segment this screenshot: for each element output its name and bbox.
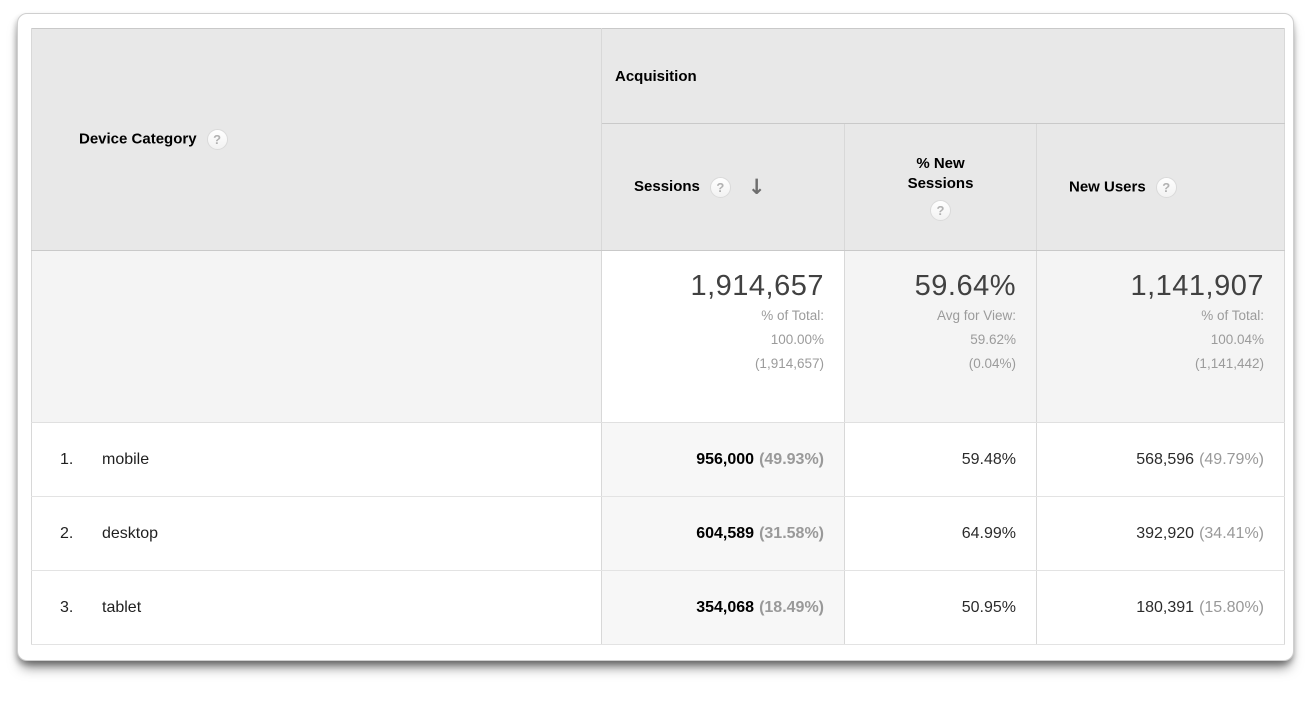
summary-dimension-cell — [31, 250, 602, 423]
sessions-percent: (18.49%) — [759, 598, 824, 616]
sessions-cell: 354,068 (18.49%) — [601, 570, 845, 645]
device-name: desktop — [102, 524, 159, 542]
metric-header-row: Sessions? ↓ % New Sessions ? New Users? — [32, 123, 1285, 251]
new-users-cell: 392,920 (34.41%) — [1036, 496, 1285, 571]
group-header-acquisition: Acquisition — [601, 28, 1285, 124]
sessions-percent: (49.93%) — [759, 450, 824, 468]
new-users-cell: 180,391 (15.80%) — [1036, 570, 1285, 645]
table-row-mobile: 1. mobile 956,000 (49.93%) 59.48% 568,596(… — [31, 422, 1285, 497]
table-row-desktop: 2. desktop 604,589 (31.58%) 64.99% 392,920… — [31, 496, 1285, 571]
row-index: 3. — [60, 598, 74, 616]
sessions-total-caption: % of Total: — [761, 308, 824, 323]
sessions-value: 604,589 — [696, 524, 755, 542]
table-row-tablet: 3. tablet 354,068 (18.49%) 50.95% 180,391(… — [31, 570, 1285, 645]
new-users-total: 1,141,907 — [1130, 270, 1264, 302]
sessions-total: 1,914,657 — [690, 270, 824, 302]
column-header-device-category[interactable]: Device Category? — [31, 28, 602, 251]
new-users-value: 568,596 — [1136, 450, 1195, 468]
acquisition-label: Acquisition — [615, 67, 697, 85]
sessions-cell: 956,000 (49.93%) — [601, 422, 845, 497]
new-users-percent: (49.79%) — [1199, 450, 1264, 468]
new-users-label: New Users — [1069, 177, 1146, 195]
new-users-cell: 568,596 (49.79%) — [1036, 422, 1285, 497]
new-users-total-absolute: (1,141,442) — [1194, 356, 1264, 371]
analytics-table: Device Category? Acquisition Sessions? ↓ … — [31, 28, 1285, 645]
sessions-label: Sessions — [634, 177, 700, 195]
dimension-cell: 2. desktop — [31, 496, 602, 571]
new-users-value: 392,920 — [1136, 524, 1195, 542]
group-header-row: Device Category? Acquisition — [31, 28, 1285, 251]
summary-new-users-cell: 1,141,907 % of Total: 100.04% (1,141,442… — [1036, 250, 1285, 423]
summary-sessions-cell: 1,914,657 % of Total: 100.00% (1,914,657… — [601, 250, 845, 423]
column-header-pct-new-sessions[interactable]: % New Sessions ? — [844, 123, 1037, 251]
new-users-total-percent: 100.04% — [1210, 332, 1264, 347]
device-name: mobile — [102, 450, 150, 468]
sessions-total-percent: 100.00% — [770, 332, 824, 347]
help-icon[interactable]: ? — [1155, 176, 1177, 198]
pct-new-sessions-value: 59.48% — [961, 450, 1016, 468]
column-header-sessions[interactable]: Sessions? ↓ — [601, 123, 845, 251]
pct-new-sessions-caption: Avg for View: — [936, 308, 1016, 323]
dimension-cell: 3. tablet — [31, 570, 602, 645]
new-users-percent: (15.80%) — [1199, 598, 1264, 616]
help-icon[interactable]: ? — [206, 129, 228, 150]
row-index: 1. — [60, 450, 74, 468]
pct-new-sessions-avg: 59.64% — [914, 270, 1016, 302]
pct-new-sessions-view-avg: 59.62% — [970, 332, 1016, 347]
sessions-total-absolute: (1,914,657) — [754, 356, 824, 371]
help-icon[interactable]: ? — [709, 176, 731, 198]
new-users-total-caption: % of Total: — [1201, 308, 1264, 323]
pct-new-sessions-label: % New Sessions — [907, 154, 974, 192]
summary-pct-new-sessions-cell: 59.64% Avg for View: 59.62% (0.04%) — [844, 250, 1037, 423]
pct-new-sessions-value: 64.99% — [961, 524, 1016, 542]
device-category-label: Device Category — [79, 130, 197, 148]
row-index: 2. — [60, 524, 74, 542]
pct-new-sessions-delta: (0.04%) — [968, 356, 1016, 371]
sessions-value: 354,068 — [696, 598, 755, 616]
pct-new-sessions-cell: 59.48% — [844, 422, 1037, 497]
dimension-cell: 1. mobile — [31, 422, 602, 497]
device-name: tablet — [102, 598, 142, 616]
help-icon[interactable]: ? — [930, 199, 951, 221]
sessions-cell: 604,589 (31.58%) — [601, 496, 845, 571]
summary-row: 1,914,657 % of Total: 100.00% (1,914,657… — [31, 250, 1285, 423]
sessions-value: 956,000 — [696, 450, 755, 468]
new-users-percent: (34.41%) — [1199, 524, 1264, 542]
new-users-value: 180,391 — [1136, 598, 1195, 616]
sort-descending-icon[interactable]: ↓ — [747, 175, 766, 199]
sessions-percent: (31.58%) — [759, 524, 824, 542]
pct-new-sessions-cell: 50.95% — [844, 570, 1037, 645]
pct-new-sessions-cell: 64.99% — [844, 496, 1037, 571]
column-header-new-users[interactable]: New Users? — [1036, 123, 1285, 251]
report-card: Device Category? Acquisition Sessions? ↓ … — [17, 13, 1294, 661]
pct-new-sessions-value: 50.95% — [961, 598, 1016, 616]
